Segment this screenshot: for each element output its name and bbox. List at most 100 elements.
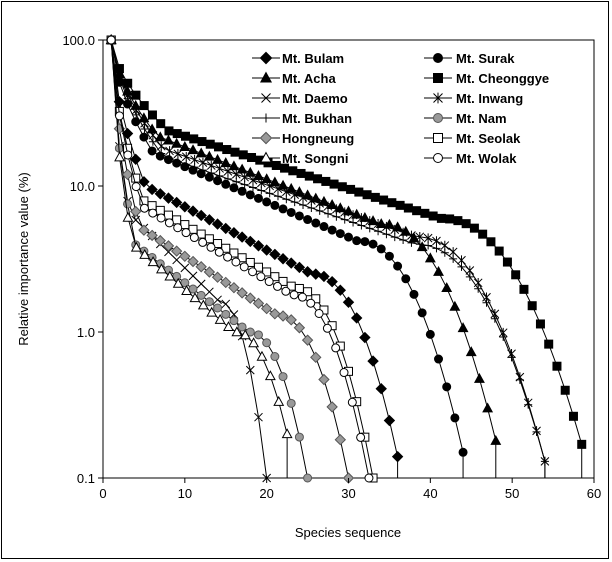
- x-tick-label: 40: [423, 486, 437, 501]
- data-point-mt-bukhan: [415, 240, 424, 249]
- legend-marker: [259, 51, 273, 65]
- data-point-mt-surak: [434, 354, 444, 364]
- data-point-mt-surak: [245, 190, 255, 200]
- data-point-mt-bulam: [375, 383, 387, 395]
- data-point-mt-nam: [196, 290, 206, 300]
- data-point-mt-bukhan: [232, 177, 241, 186]
- data-point-mt-seolak: [303, 287, 313, 297]
- data-point-mt-inwang: [206, 160, 216, 171]
- data-point-mt-bulam: [269, 248, 281, 261]
- data-point-mt-surak: [393, 261, 403, 271]
- data-point-mt-cheonggye: [156, 119, 166, 129]
- data-point-mt-surak: [311, 218, 321, 228]
- data-point-mt-inwang: [248, 175, 258, 185]
- data-point-mt-nam: [123, 199, 133, 209]
- data-point-hongneung: [203, 266, 216, 278]
- data-point-mt-wolak: [123, 150, 133, 160]
- data-point-mt-bukhan: [148, 137, 157, 146]
- data-point-mt-acha: [449, 300, 461, 311]
- data-point-mt-bulam: [293, 261, 306, 274]
- legend-item-mt-daemo: Mt. Daemo: [252, 91, 348, 106]
- data-point-mt-bukhan: [273, 192, 282, 201]
- data-point-hongneung: [244, 292, 257, 304]
- data-point-mt-bukhan: [524, 400, 533, 409]
- data-point-mt-bukhan: [399, 236, 408, 245]
- data-point-mt-wolak: [148, 208, 158, 218]
- legend-item-hongneung: Hongneung: [252, 131, 354, 146]
- data-point-mt-songni: [223, 321, 234, 332]
- data-point-mt-seolak: [270, 272, 280, 282]
- data-point-mt-seolak: [204, 234, 214, 244]
- data-point-mt-bulam: [391, 450, 404, 463]
- data-point-mt-wolak: [347, 397, 357, 407]
- legend-label: Mt. Bulam: [282, 51, 344, 66]
- data-point-mt-daemo: [188, 271, 198, 281]
- data-point-mt-bukhan: [190, 163, 199, 172]
- data-point-hongneung: [220, 276, 232, 289]
- data-point-mt-nam: [262, 338, 272, 348]
- data-point-mt-cheonggye: [511, 270, 521, 280]
- data-point-mt-cheonggye: [461, 219, 471, 229]
- data-point-mt-inwang: [415, 232, 425, 242]
- data-point-mt-wolak: [131, 182, 141, 192]
- data-point-mt-wolak: [106, 35, 116, 45]
- data-point-mt-daemo: [172, 255, 182, 265]
- series-mt-bukhan: [107, 36, 549, 478]
- data-point-mt-seolak: [131, 173, 141, 183]
- data-point-mt-bulam: [359, 331, 371, 344]
- data-point-mt-bukhan: [349, 218, 358, 227]
- data-point-mt-acha: [441, 282, 453, 293]
- data-point-mt-inwang: [407, 230, 416, 241]
- data-point-mt-cheonggye: [313, 174, 323, 184]
- data-point-hongneung: [170, 245, 183, 257]
- legend-marker: [259, 131, 273, 145]
- data-point-mt-daemo: [205, 287, 214, 297]
- data-point-mt-songni: [122, 211, 134, 222]
- data-point-mt-cheonggye: [445, 214, 455, 224]
- data-point-mt-songni: [239, 329, 251, 340]
- legend-label: Mt. Cheonggye: [456, 71, 549, 86]
- data-point-mt-cheonggye: [164, 126, 174, 136]
- legend-label: Mt. Bukhan: [282, 111, 352, 126]
- data-point-hongneung: [318, 373, 330, 386]
- data-point-mt-wolak: [164, 218, 174, 228]
- data-point-mt-bukhan: [532, 427, 541, 436]
- data-point-mt-wolak: [272, 281, 282, 291]
- data-point-mt-bulam: [228, 227, 240, 239]
- legend-label: Mt. Songni: [282, 151, 348, 166]
- legend-item-mt-surak: Mt. Surak: [424, 51, 515, 66]
- data-point-mt-inwang: [398, 227, 408, 238]
- data-point-mt-nam: [253, 330, 263, 340]
- legend-label: Mt. Inwang: [456, 91, 523, 106]
- data-point-mt-cheonggye: [189, 134, 199, 144]
- data-point-mt-bulam: [310, 268, 322, 280]
- data-point-mt-songni: [256, 350, 268, 361]
- data-point-mt-bukhan: [315, 206, 324, 215]
- data-point-mt-wolak: [297, 292, 307, 302]
- data-point-mt-surak: [221, 179, 231, 189]
- data-point-mt-nam: [221, 309, 231, 319]
- data-point-hongneung: [236, 287, 248, 299]
- data-point-hongneung: [211, 271, 224, 283]
- data-point-mt-seolak: [147, 201, 157, 211]
- legend-label: Mt. Daemo: [282, 91, 348, 106]
- legend-item-mt-inwang: Mt. Inwang: [424, 91, 523, 106]
- data-point-mt-inwang: [423, 233, 433, 243]
- x-tick-label: 10: [178, 486, 192, 501]
- data-point-mt-inwang: [365, 216, 375, 226]
- data-point-mt-nam: [303, 473, 313, 483]
- data-point-mt-inwang: [315, 198, 325, 209]
- data-point-mt-acha: [171, 137, 183, 148]
- data-point-mt-songni: [273, 395, 285, 406]
- data-point-mt-surak: [417, 308, 427, 318]
- data-point-mt-acha: [482, 402, 494, 413]
- data-point-mt-cheonggye: [387, 198, 397, 208]
- data-point-mt-cheonggye: [304, 171, 314, 181]
- series-mt-cheonggye: [106, 35, 587, 478]
- data-point-mt-wolak: [248, 267, 258, 277]
- data-point-mt-bulam: [383, 414, 396, 427]
- data-point-hongneung: [334, 433, 347, 446]
- data-point-mt-inwang: [198, 157, 208, 168]
- data-point-mt-cheonggye: [552, 361, 562, 371]
- data-point-mt-surak: [278, 204, 288, 214]
